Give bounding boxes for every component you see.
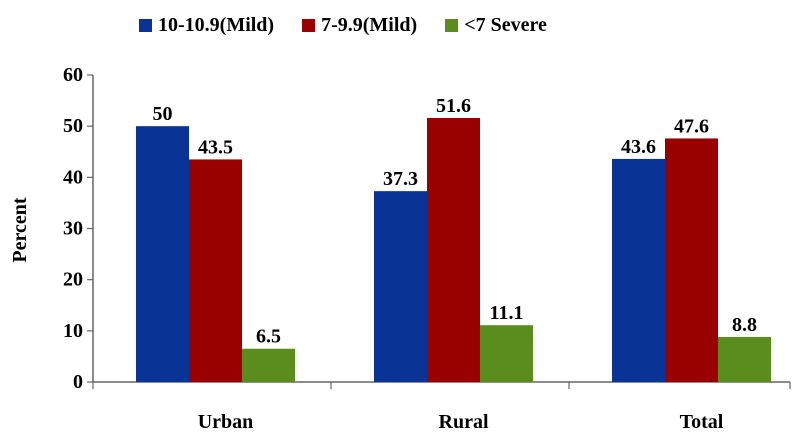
y-tick-label: 20 xyxy=(63,269,83,291)
y-tick-label: 0 xyxy=(73,371,83,393)
data-label: 8.8 xyxy=(732,314,757,336)
x-tick-label: Rural xyxy=(439,411,489,433)
bar xyxy=(242,348,295,382)
legend-item-series-1: 10-10.9(Mild) xyxy=(139,14,274,37)
bar xyxy=(718,336,771,382)
legend: 10-10.9(Mild) 7-9.9(Mild) <7 Severe xyxy=(139,14,575,37)
legend-label-series-3: <7 Severe xyxy=(464,14,547,36)
y-tick-label: 50 xyxy=(63,115,83,137)
y-tick-label: 30 xyxy=(63,218,83,240)
y-tick-label: 10 xyxy=(63,320,83,342)
bar xyxy=(189,159,242,382)
data-label: 47.6 xyxy=(674,115,709,137)
data-label: 11.1 xyxy=(490,302,524,324)
bar xyxy=(480,325,533,382)
bar xyxy=(612,158,665,382)
data-label: 37.3 xyxy=(383,168,418,190)
legend-label-series-1: 10-10.9(Mild) xyxy=(158,14,275,36)
bars xyxy=(136,117,771,383)
data-label: 43.5 xyxy=(198,136,233,158)
data-labels: 50 37.3 43.6 43.5 51.6 47.6 6.5 11.1 8.8 xyxy=(153,95,758,348)
x-tick-label: Urban xyxy=(198,411,254,433)
x-tick-label: Total xyxy=(680,411,724,433)
legend-item-series-2: 7-9.9(Mild) xyxy=(302,14,417,37)
bar xyxy=(665,138,718,382)
legend-swatch-series-1 xyxy=(139,19,152,32)
data-label: 50 xyxy=(153,103,173,125)
y-axis-label: Percent xyxy=(9,197,31,262)
y-tick-label: 40 xyxy=(63,166,83,188)
legend-swatch-series-3 xyxy=(445,19,459,32)
legend-label-series-2: 7-9.9(Mild) xyxy=(321,14,418,36)
data-label: 6.5 xyxy=(256,326,281,348)
legend-item-series-3: <7 Severe xyxy=(445,14,547,37)
y-tick-label: 60 xyxy=(63,64,83,86)
bar xyxy=(136,126,189,383)
data-label: 51.6 xyxy=(436,95,471,117)
data-label: 43.6 xyxy=(621,136,656,158)
bar xyxy=(374,191,427,382)
legend-swatch-series-2 xyxy=(302,19,316,32)
bar xyxy=(427,117,480,382)
